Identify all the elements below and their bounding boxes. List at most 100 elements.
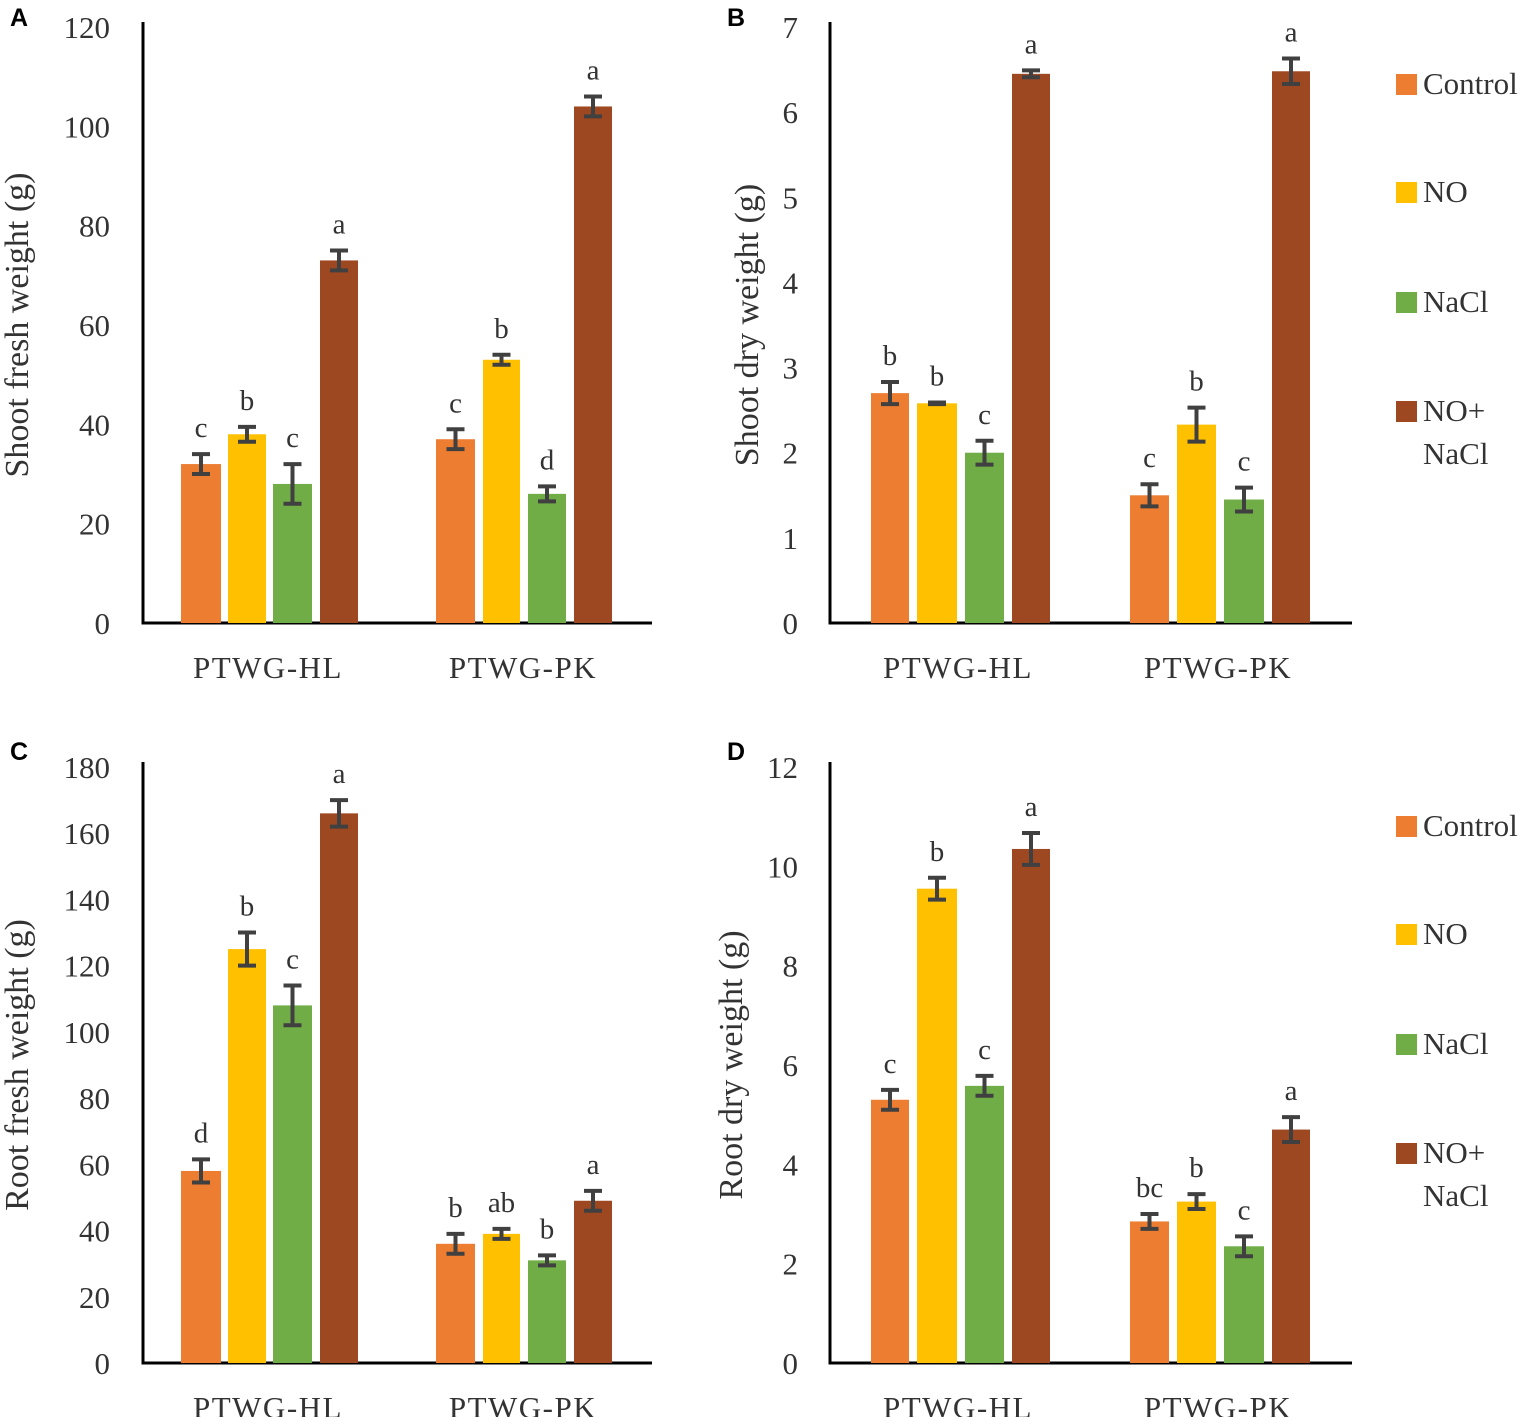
significance-letter: b [1189, 366, 1204, 398]
legend-label: NO+ [1423, 1135, 1485, 1170]
significance-letter: c [195, 412, 208, 444]
y-axis-label: Root fresh weight (g) [0, 919, 36, 1211]
y-tick-label: 20 [79, 1280, 110, 1315]
x-tick-label: PTWG-HL [883, 650, 1033, 685]
significance-letter: a [1285, 17, 1298, 49]
legend-label: NaCl [1423, 284, 1488, 319]
y-tick-label: 40 [79, 407, 110, 442]
y-tick-label: 8 [783, 949, 799, 984]
significance-letter: a [587, 1149, 600, 1181]
legend-label: NaCl [1423, 1026, 1488, 1061]
significance-letter: d [194, 1117, 209, 1149]
significance-letter: b [494, 313, 509, 345]
y-tick-label: 80 [79, 1081, 110, 1116]
y-tick-label: 100 [64, 1015, 111, 1050]
y-axis-label: Shoot dry weight (g) [729, 184, 766, 466]
bar [1224, 1246, 1264, 1363]
bar [483, 1233, 520, 1363]
panel-label-b: B [727, 4, 745, 32]
x-tick-label: PTWG-HL [193, 1390, 343, 1417]
legend-label: Control [1423, 66, 1518, 101]
x-tick-label: PTWG-PK [1144, 1390, 1292, 1417]
bar [1012, 848, 1050, 1363]
significance-letter: c [978, 1034, 991, 1066]
y-tick-label: 7 [783, 10, 799, 45]
significance-letter: c [1238, 446, 1251, 478]
x-tick-label: PTWG-HL [883, 1390, 1033, 1417]
legend-swatch [1396, 924, 1417, 945]
bar [273, 1005, 312, 1363]
significance-letter: c [449, 387, 462, 419]
y-tick-label: 60 [79, 1147, 110, 1182]
legend-swatch [1396, 182, 1417, 203]
y-tick-label: 180 [64, 750, 111, 785]
bar [320, 813, 358, 1363]
significance-letter: b [930, 836, 945, 868]
significance-letter: b [448, 1192, 463, 1224]
significance-letter: a [1285, 1075, 1298, 1107]
x-tick-label: PTWG-PK [449, 1390, 597, 1417]
significance-letter: c [884, 1048, 897, 1080]
bar [228, 949, 266, 1363]
y-tick-label: 120 [64, 10, 111, 45]
legend-swatch [1396, 1143, 1417, 1164]
x-tick-label: PTWG-PK [449, 650, 597, 685]
significance-letter: d [540, 444, 555, 476]
bar [273, 483, 312, 623]
significance-letter: a [333, 209, 346, 241]
x-tick-label: PTWG-PK [1144, 650, 1292, 685]
bar [528, 1260, 566, 1363]
y-tick-label: 4 [783, 1147, 799, 1182]
y-tick-label: 4 [783, 265, 799, 300]
significance-letter: a [333, 758, 346, 790]
legend-label: NO+ [1423, 393, 1485, 428]
significance-letter: b [883, 340, 898, 372]
bar [1012, 73, 1050, 624]
bar [320, 260, 358, 623]
significance-letter: c [286, 944, 299, 976]
panel-label-c: C [10, 738, 28, 766]
bar [1177, 1201, 1216, 1363]
legend-label: Control [1423, 808, 1518, 843]
legend-label: NO [1423, 916, 1468, 951]
bar [917, 888, 957, 1363]
y-tick-label: 40 [79, 1214, 110, 1249]
legend-swatch [1396, 816, 1417, 837]
y-tick-label: 0 [783, 606, 799, 641]
significance-letter: c [978, 399, 991, 431]
legend-swatch [1396, 1034, 1417, 1055]
y-tick-label: 3 [783, 351, 799, 386]
y-tick-label: 12 [767, 750, 798, 785]
y-tick-label: 0 [95, 1346, 111, 1381]
bar [1177, 424, 1216, 623]
significance-letter: a [1025, 28, 1038, 60]
y-tick-label: 100 [64, 109, 111, 144]
significance-letter: bc [1136, 1172, 1163, 1204]
significance-letter: b [540, 1213, 555, 1245]
significance-letter: b [1189, 1152, 1204, 1184]
y-tick-label: 2 [783, 1247, 799, 1282]
bar [917, 403, 957, 623]
bar [181, 464, 221, 623]
legend-swatch [1396, 292, 1417, 313]
legend-label: NaCl [1423, 436, 1488, 471]
significance-letter: c [1238, 1194, 1251, 1226]
significance-letter: a [587, 55, 600, 87]
significance-letter: b [240, 385, 255, 417]
legend-label: NaCl [1423, 1178, 1488, 1213]
y-tick-label: 2 [783, 436, 799, 471]
bar [574, 106, 612, 623]
y-axis-label: Root dry weight (g) [713, 930, 750, 1199]
bar [574, 1200, 612, 1363]
bar [965, 452, 1004, 623]
bar [965, 1085, 1004, 1363]
bar [436, 439, 475, 623]
y-axis-label: Shoot fresh weight (g) [0, 172, 36, 477]
bar [1130, 495, 1169, 623]
y-tick-label: 0 [95, 606, 111, 641]
y-tick-label: 60 [79, 308, 110, 343]
y-tick-label: 10 [767, 849, 798, 884]
legend-swatch [1396, 401, 1417, 422]
y-tick-label: 80 [79, 209, 110, 244]
